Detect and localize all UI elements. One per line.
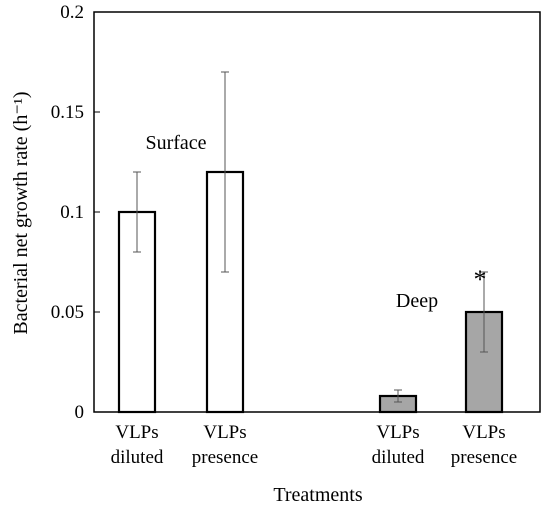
category-label-line2: diluted bbox=[111, 447, 164, 468]
y-tick-label: 0 bbox=[75, 402, 85, 423]
category-label-line2: diluted bbox=[372, 447, 425, 468]
category-label-line1: VLPs bbox=[203, 422, 246, 443]
y-tick-label: 0.15 bbox=[51, 102, 84, 123]
y-tick-label: 0.1 bbox=[60, 202, 84, 223]
category-label-line1: VLPs bbox=[462, 422, 505, 443]
category-label-line1: VLPs bbox=[115, 422, 158, 443]
annotation-surface: Surface bbox=[145, 132, 206, 154]
category-label-line2: presence bbox=[451, 447, 517, 468]
y-tick-label: 0.2 bbox=[60, 2, 84, 23]
x-axis-category-labels: VLPs diluted VLPs presence VLPs diluted VLPs pr… bbox=[111, 422, 518, 468]
y-axis-title: Bacterial net growth rate (h⁻¹) bbox=[10, 91, 32, 334]
y-tick-label: 0.05 bbox=[51, 302, 84, 323]
category-label-line2: presence bbox=[192, 447, 258, 468]
y-axis-ticks: 0 0.05 0.1 0.15 0.2 bbox=[51, 2, 100, 423]
significance-marker: * bbox=[474, 265, 487, 294]
x-axis-title: Treatments bbox=[273, 484, 362, 506]
bars-layer: * bbox=[117, 71, 504, 414]
annotation-deep: Deep bbox=[396, 290, 438, 312]
category-label-line1: VLPs bbox=[376, 422, 419, 443]
